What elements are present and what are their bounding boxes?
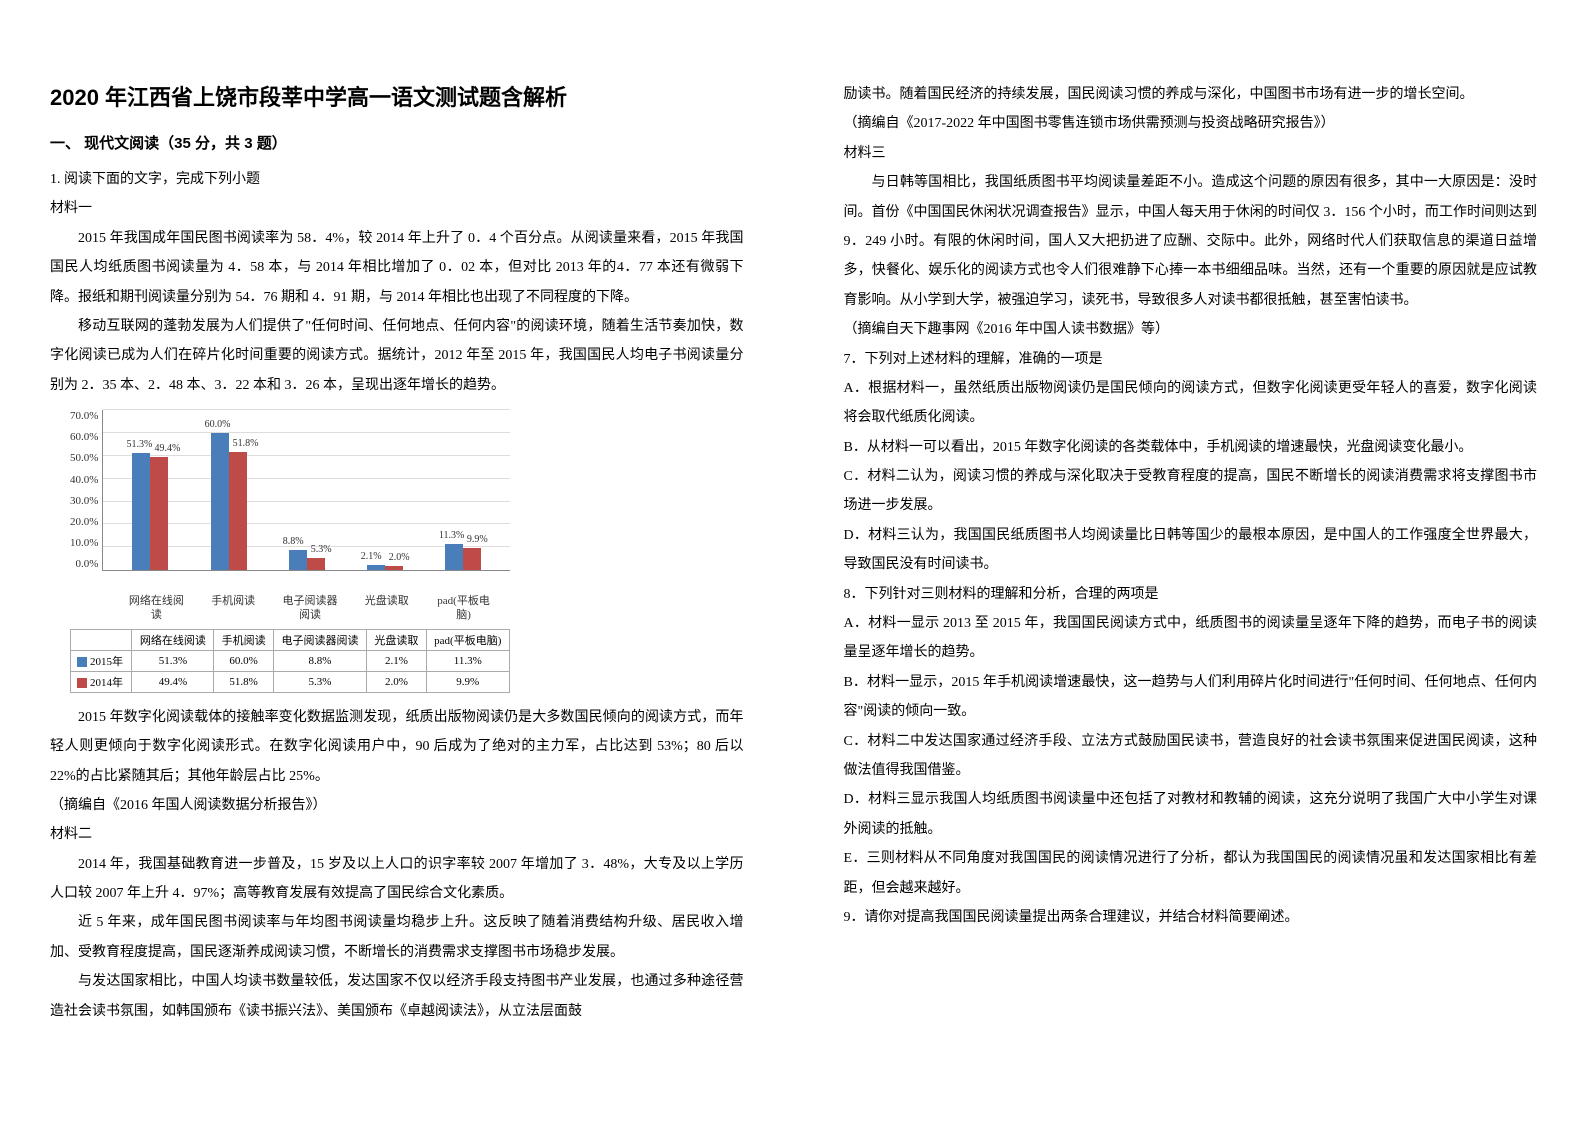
option-7d: D．材料三认为，我国国民纸质图书人均阅读量比日韩等国少的最根本原因，是中国人的工… — [844, 521, 1538, 580]
material-2-continued: 励读书。随着国民经济的持续发展，国民阅读习惯的养成与深化，中国图书市场有进一步的… — [844, 80, 1538, 109]
material-2-paragraph: 与发达国家相比，中国人均读书数量较低，发达国家不仅以经济手段支持图书产业发展，也… — [50, 967, 744, 1026]
option-8d: D．材料三显示我国人均纸质图书阅读量中还包括了对教材和教辅的阅读，这充分说明了我… — [844, 785, 1538, 844]
reading-chart: 70.0%60.0%50.0%40.0%30.0%20.0%10.0%0.0% … — [70, 410, 510, 693]
question-7: 7．下列对上述材料的理解，准确的一项是 — [844, 345, 1538, 374]
question-8: 8．下列针对三则材料的理解和分析，合理的两项是 — [844, 580, 1538, 609]
option-7c: C．材料二认为，阅读习惯的养成与深化取决于受教育程度的提高，国民不断增长的阅读消… — [844, 462, 1538, 521]
material-1-paragraph: 2015 年我国成年国民图书阅读率为 58．4%，较 2014 年上升了 0．4… — [50, 224, 744, 312]
material-1-source: （摘编自《2016 年国人阅读数据分析报告》） — [50, 791, 744, 820]
material-1-paragraph: 移动互联网的蓬勃发展为人们提供了"任何时间、任何地点、任何内容"的阅读环境，随着… — [50, 312, 744, 400]
option-7a: A．根据材料一，虽然纸质出版物阅读仍是国民倾向的阅读方式，但数字化阅读更受年轻人… — [844, 374, 1538, 433]
material-2-source: （摘编自《2017-2022 年中国图书零售连锁市场供需预测与投资战略研究报告》… — [844, 109, 1538, 138]
material-2-label: 材料二 — [50, 820, 744, 849]
option-8b: B．材料一显示，2015 年手机阅读增速最快，这一趋势与人们利用碎片化时间进行"… — [844, 668, 1538, 727]
material-2-paragraph: 近 5 年来，成年国民图书阅读率与年均图书阅读量均稳步上升。这反映了随着消费结构… — [50, 908, 744, 967]
material-3-label: 材料三 — [844, 139, 1538, 168]
material-3-paragraph: 与日韩等国相比，我国纸质图书平均阅读量差距不小。造成这个问题的原因有很多，其中一… — [844, 168, 1538, 315]
section-header: 一、 现代文阅读（35 分，共 3 题） — [50, 132, 744, 153]
chart-plot: 51.3%49.4%60.0%51.8%8.8%5.3%2.1%2.0%11.3… — [102, 410, 510, 571]
material-2-paragraph: 2014 年，我国基础教育进一步普及，15 岁及以上人口的识字率较 2007 年… — [50, 850, 744, 909]
chart-y-axis: 70.0%60.0%50.0%40.0%30.0%20.0%10.0%0.0% — [70, 410, 102, 570]
material-3-source: （摘编自天下趣事网《2016 年中国人读书数据》等） — [844, 315, 1538, 344]
option-8e: E．三则材料从不同角度对我国国民的阅读情况进行了分析，都认为我国国民的阅读情况虽… — [844, 844, 1538, 903]
chart-legend-table: 网络在线阅读手机阅读电子阅读器阅读光盘读取pad(平板电脑)2015年51.3%… — [70, 629, 510, 693]
question-9: 9．请你对提高我国国民阅读量提出两条合理建议，并结合材料简要阐述。 — [844, 903, 1538, 932]
option-8a: A．材料一显示 2013 至 2015 年，我国国民阅读方式中，纸质图书的阅读量… — [844, 609, 1538, 668]
chart-x-axis: 网络在线阅读手机阅读电子阅读器阅读光盘读取pad(平板电脑) — [110, 590, 510, 623]
option-8c: C．材料二中发达国家通过经济手段、立法方式鼓励国民读书，营造良好的社会读书氛围来… — [844, 727, 1538, 786]
left-column: 2020 年江西省上饶市段莘中学高一语文测试题含解析 一、 现代文阅读（35 分… — [0, 0, 794, 1122]
option-7b: B．从材料一可以看出，2015 年数字化阅读的各类载体中，手机阅读的增速最快，光… — [844, 433, 1538, 462]
material-1-label: 材料一 — [50, 194, 744, 223]
material-1-paragraph: 2015 年数字化阅读载体的接触率变化数据监测发现，纸质出版物阅读仍是大多数国民… — [50, 703, 744, 791]
document-title: 2020 年江西省上饶市段莘中学高一语文测试题含解析 — [50, 80, 744, 112]
question-intro: 1. 阅读下面的文字，完成下列小题 — [50, 165, 744, 194]
right-column: 励读书。随着国民经济的持续发展，国民阅读习惯的养成与深化，中国图书市场有进一步的… — [794, 0, 1587, 1122]
